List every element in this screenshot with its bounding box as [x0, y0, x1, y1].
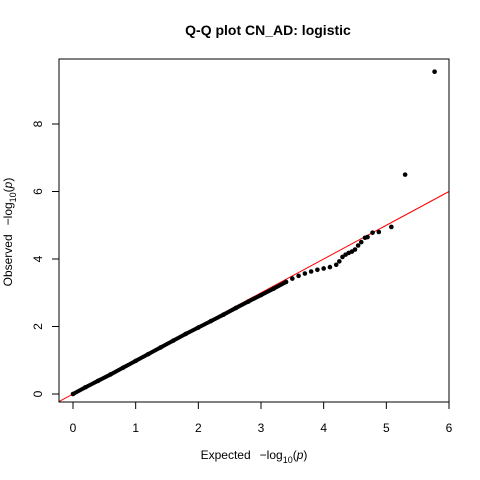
data-point — [296, 273, 301, 279]
data-point — [352, 247, 358, 252]
x-tick-label: 6 — [446, 421, 453, 435]
x-tick-label: 3 — [258, 421, 265, 435]
data-point — [432, 69, 437, 74]
y-tick-label: 0 — [31, 390, 45, 397]
data-point — [221, 312, 226, 317]
data-point — [340, 254, 345, 260]
data-point — [170, 338, 176, 343]
x-tick-label: 1 — [132, 421, 139, 435]
chart-title: Q-Q plot CN_AD: logistic — [185, 22, 351, 38]
data-point — [389, 224, 394, 230]
reference-line — [59, 190, 449, 402]
y-tick-label: 4 — [31, 255, 45, 262]
data-point — [271, 286, 276, 292]
data-point — [158, 345, 164, 350]
data-point — [95, 378, 101, 384]
data-point — [370, 230, 375, 235]
x-axis: 0 1 2 3 4 5 6 — [70, 401, 453, 435]
data-point — [83, 384, 88, 390]
data-point — [70, 391, 76, 397]
data-point — [233, 305, 239, 311]
data-point — [321, 266, 326, 271]
y-tick-label: 2 — [31, 323, 45, 330]
x-tick-label: 4 — [320, 421, 327, 435]
x-tick-label: 2 — [195, 421, 202, 435]
data-point — [183, 331, 189, 337]
x-tick-label: 5 — [383, 421, 390, 435]
data-point — [120, 365, 126, 370]
data-point — [302, 271, 308, 276]
data-point — [355, 243, 361, 248]
data-point — [108, 372, 113, 377]
y-tick-label: 8 — [31, 120, 45, 127]
point-band — [71, 279, 289, 396]
data-point — [402, 172, 408, 177]
data-point — [308, 269, 314, 274]
data-point — [365, 234, 370, 240]
data-point — [258, 292, 264, 298]
data-point — [208, 318, 214, 324]
data-point — [133, 358, 138, 364]
y-axis: 0 2 4 6 8 — [31, 120, 60, 397]
x-tick-label: 0 — [70, 421, 77, 435]
data-point — [145, 351, 151, 357]
data-point — [196, 325, 201, 330]
x-axis-label: Expected −log10(p) — [201, 448, 308, 465]
data-point — [358, 239, 364, 245]
plot-border — [58, 58, 450, 403]
y-axis-label: Observed−log10(p) — [1, 178, 18, 287]
data-point — [333, 262, 339, 268]
data-point — [315, 267, 320, 273]
data-points — [70, 69, 437, 397]
data-point — [337, 259, 342, 264]
data-point — [327, 264, 333, 270]
data-point — [290, 276, 295, 281]
data-point — [376, 229, 382, 235]
y-tick-label: 6 — [31, 188, 45, 195]
data-point — [283, 279, 289, 285]
data-point — [246, 299, 251, 304]
